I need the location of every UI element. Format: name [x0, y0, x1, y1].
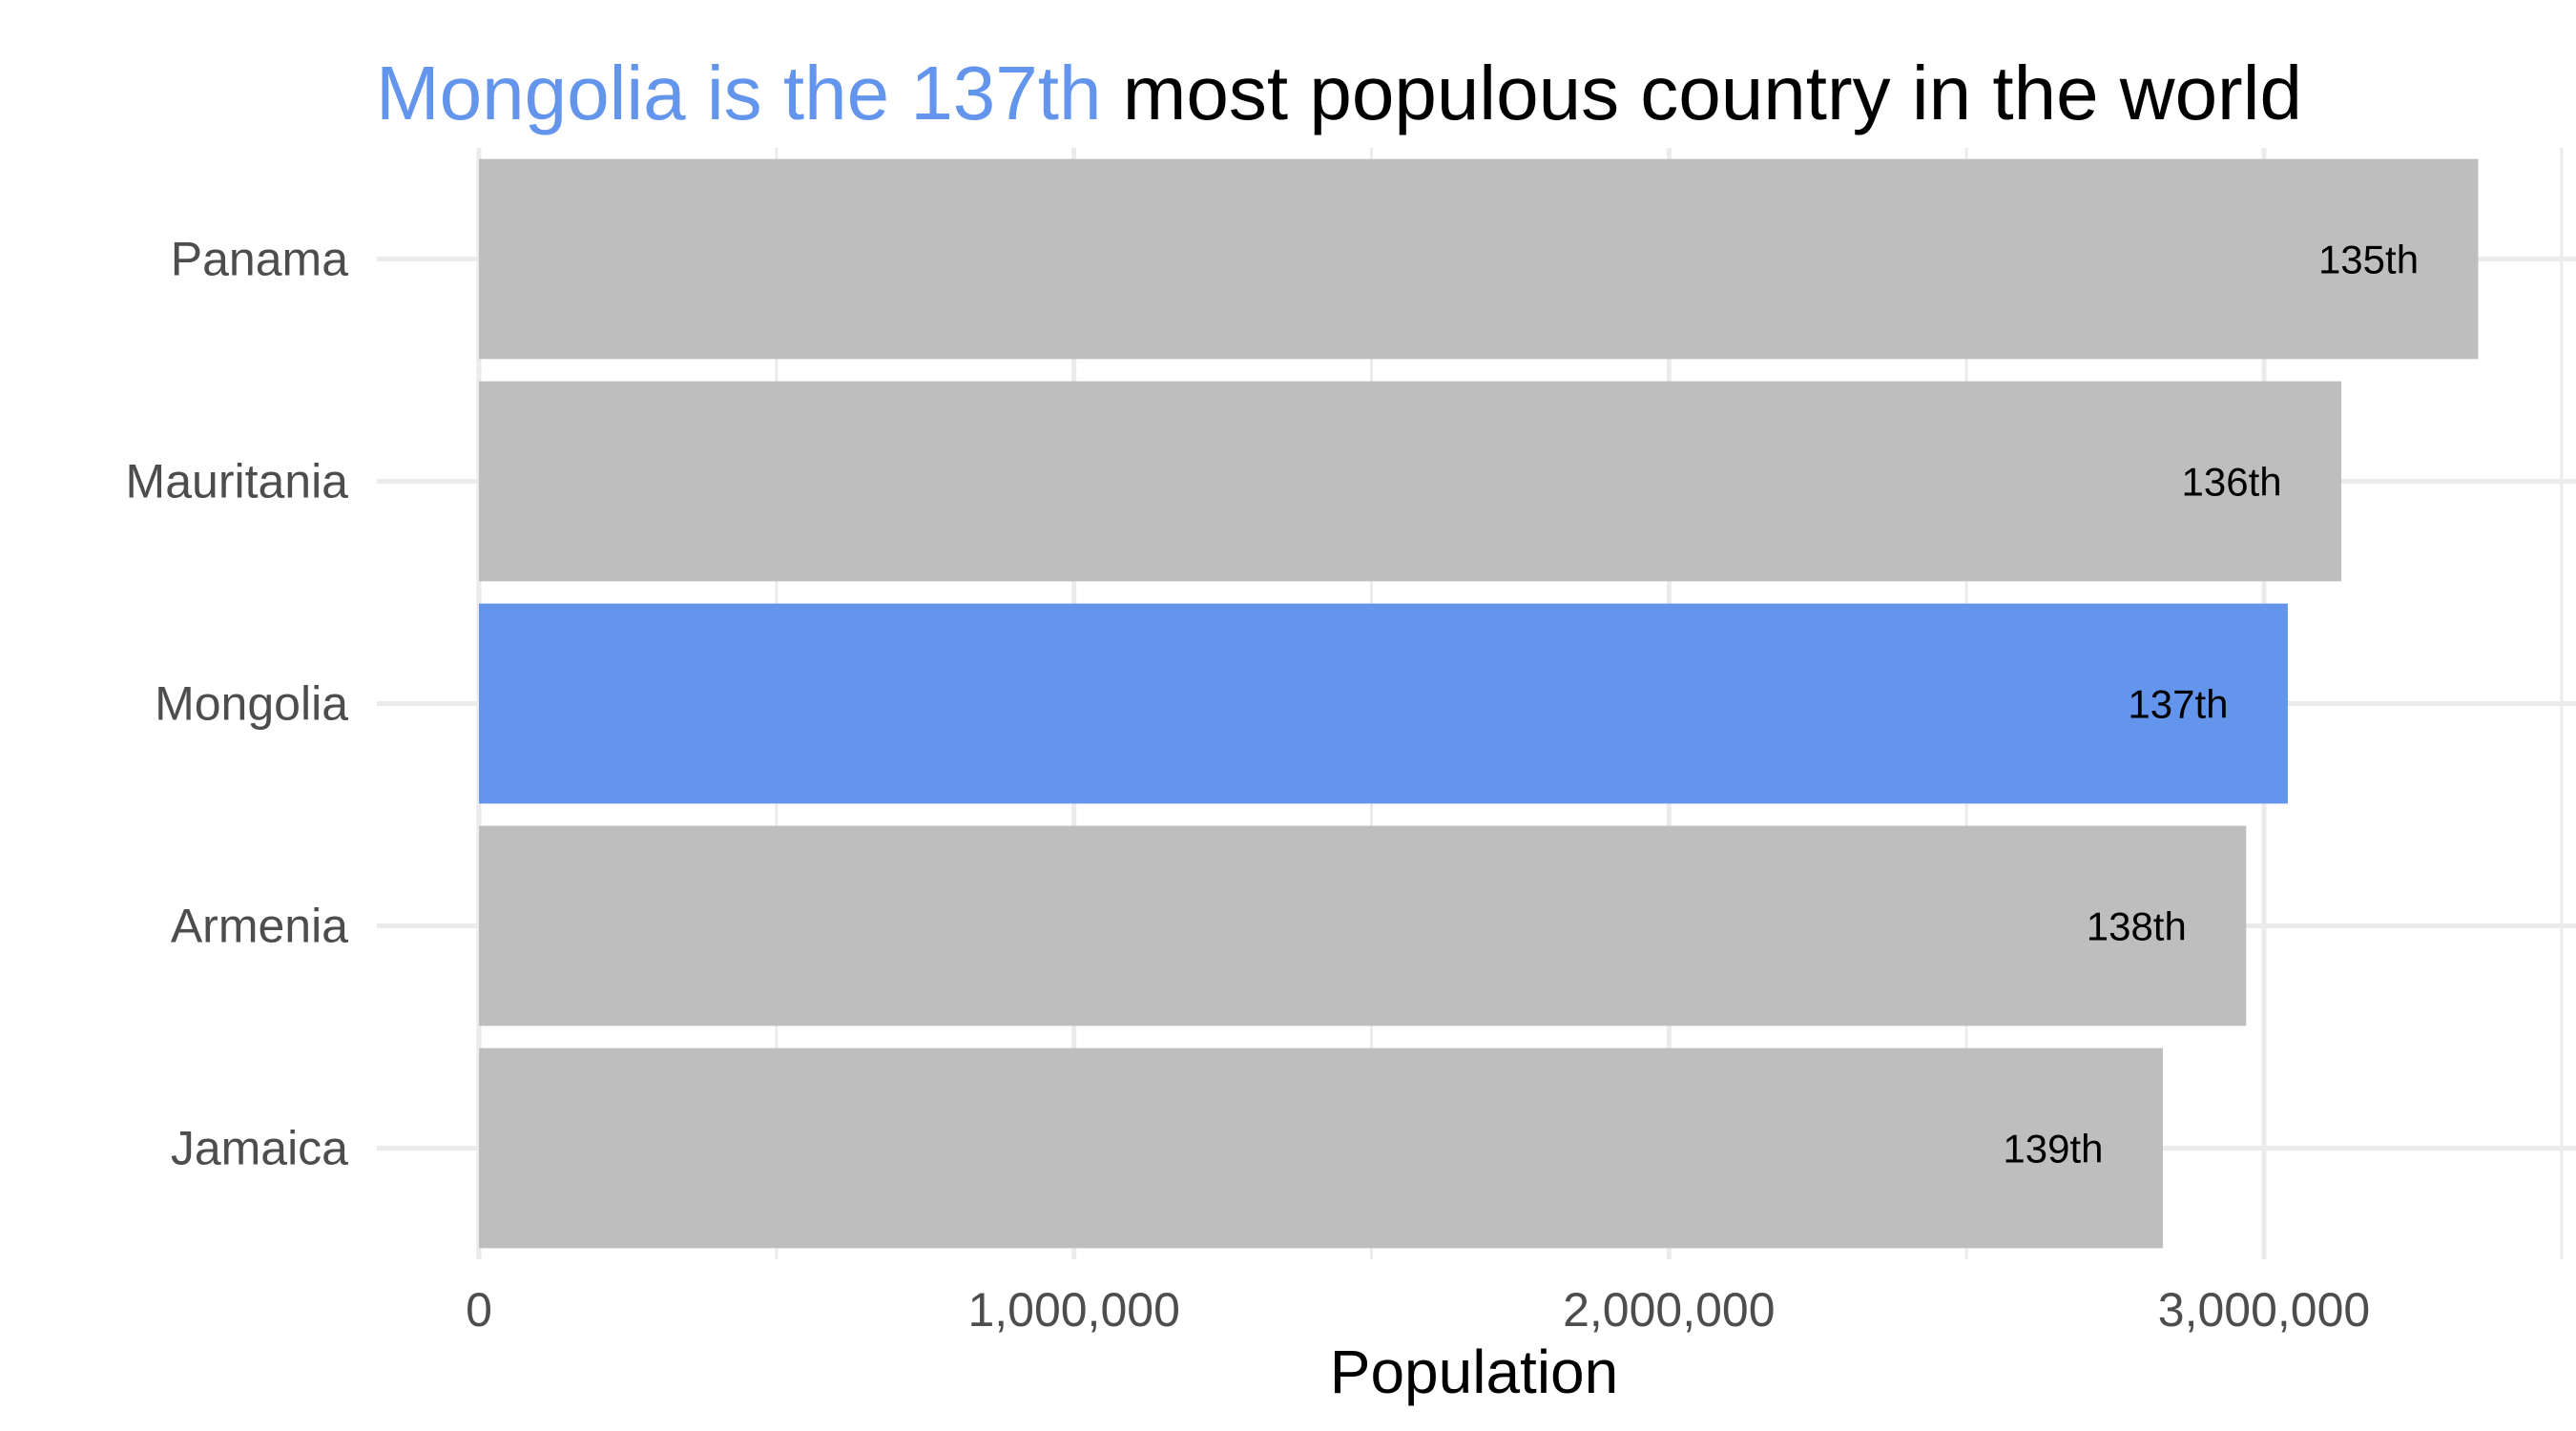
chart-title-rest: most populous country in the world [1122, 51, 2302, 135]
bar-rank-label: 135th [2318, 238, 2419, 282]
x-tick-labels: 0 1,000,000 2,000,000 3,000,000 [466, 1283, 2370, 1337]
bar-mongolia [479, 603, 2288, 804]
y-tick-labels: Panama Mauritania Mongolia Armenia Jamaica [126, 233, 349, 1175]
x-tick-label: 1,000,000 [967, 1283, 1179, 1337]
y-tick-label: Jamaica [171, 1122, 348, 1175]
x-tick-label: 2,000,000 [1563, 1283, 1775, 1337]
y-tick-label: Armenia [171, 900, 348, 953]
bar-rank-label: 138th [2087, 904, 2187, 949]
bar-jamaica [479, 1047, 2163, 1249]
bar-rank-label: 139th [2003, 1127, 2103, 1172]
x-tick-label: 3,000,000 [2158, 1283, 2370, 1337]
bar-panama [479, 158, 2479, 360]
y-tick-label: Mauritania [126, 455, 349, 508]
bar-armenia [479, 825, 2247, 1027]
bars: 135th 136th 137th 138th 139th [479, 158, 2479, 1249]
bar-rank-label: 137th [2128, 682, 2228, 727]
y-tick-label: Panama [171, 233, 348, 286]
x-tick-label: 0 [466, 1283, 492, 1337]
chart-title: Mongolia is the 137th most populous coun… [376, 55, 2302, 132]
bar-rank-label: 136th [2182, 460, 2282, 505]
chart-title-highlight: Mongolia is the 137th [376, 51, 1102, 135]
y-tick-label: Mongolia [155, 677, 348, 731]
x-axis-label: Population [1330, 1338, 1618, 1406]
bar-mauritania [479, 381, 2342, 582]
